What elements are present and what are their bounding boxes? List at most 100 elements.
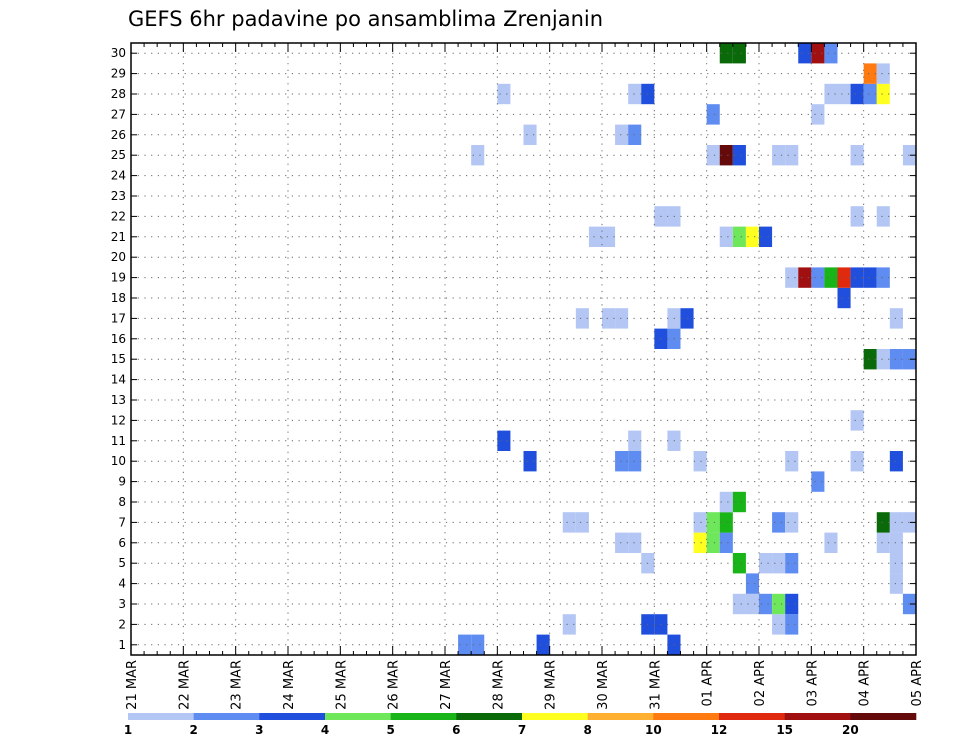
heatmap-cell [588,226,602,247]
heatmap-cell [745,593,759,615]
heatmap-cell [706,512,720,533]
heatmap-cell [837,83,851,105]
heatmap-cell [811,267,825,288]
heatmap-cell [575,308,589,329]
heatmap-cell [759,553,773,574]
y-tick-label: 26 [111,128,126,142]
heatmap-cell [628,83,642,105]
y-tick-label: 27 [111,107,126,121]
x-tick-label: 27 MAR [439,660,454,710]
heatmap-cell [863,63,877,84]
heatmap-cell [889,532,903,553]
heatmap-cell [680,308,694,329]
heatmap-cell [785,553,799,574]
y-tick-label: 14 [111,373,126,387]
colorbar-label: 2 [189,723,197,737]
heatmap-cell [615,532,629,553]
x-tick-label: 22 MAR [177,660,192,710]
heatmap-cell [811,104,825,125]
x-tick-label: 26 MAR [387,660,402,710]
y-tick-label: 9 [118,475,126,489]
heatmap-cell [719,43,733,64]
colorbar-segment [587,713,654,720]
y-tick-label: 1 [118,638,126,652]
chart-title: GEFS 6hr padavine po ansamblima Zrenjani… [128,7,603,31]
x-tick-label: 23 MAR [230,660,245,710]
heatmap-cell [876,63,890,84]
heatmap-cell [536,634,550,655]
y-tick-label: 23 [111,189,126,203]
heatmap-cell [523,124,537,145]
heatmap-cell [798,267,812,288]
y-tick-label: 13 [111,393,126,407]
heatmap-cell [732,593,746,615]
colorbar-segment [850,713,917,720]
heatmap-cell [811,471,825,492]
heatmap-cell [772,593,786,615]
heatmap-cell [471,145,485,166]
heatmap-cell [732,491,746,513]
heatmap-cell [824,532,838,553]
heatmap-cell [837,287,851,309]
heatmap-cell [615,124,629,145]
heatmap-cell [876,267,890,288]
y-tick-label: 2 [118,617,126,631]
heatmap-cell [863,267,877,288]
colorbar-segment [390,713,457,720]
colorbar-segment [719,713,785,720]
heatmap-cell [798,43,812,64]
heatmap-cell [497,430,511,451]
heatmap-cell [837,267,851,288]
y-tick-label: 18 [111,291,126,305]
heatmap-cell [785,593,799,615]
colorbar-label: 5 [386,723,394,737]
heatmap-cell [785,512,799,533]
y-tick-label: 19 [111,271,126,285]
heatmap-cell [902,593,916,615]
heatmap-cell [811,43,825,64]
colorbar-segment [193,713,260,720]
heatmap-cell [772,553,786,574]
colorbar-label: 8 [583,723,591,737]
heatmap-cell [863,349,877,370]
colorbar-segment [456,713,523,720]
heatmap-cell [850,410,864,431]
y-tick-label: 25 [111,148,126,162]
heatmap-cell [745,573,759,594]
heatmap-cell [850,451,864,472]
colorbar-segment [522,713,588,720]
y-tick-label: 11 [111,434,126,448]
y-tick-label: 30 [111,46,126,60]
heatmap-cell [889,308,903,329]
y-tick-label: 24 [111,169,126,183]
heatmap-cell [785,145,799,166]
heatmap-cell [876,206,890,227]
heatmap-cell [562,614,576,635]
heatmap-cell [602,308,616,329]
heatmap-cell [628,124,642,145]
y-tick-label: 8 [118,495,126,509]
heatmap-cell [902,145,916,166]
y-tick-label: 7 [118,515,126,529]
y-tick-label: 3 [118,597,126,611]
y-tick-label: 28 [111,87,126,101]
colorbar-label: 3 [255,723,263,737]
heatmap-cell [759,226,773,247]
heatmap-cell [876,532,890,553]
heatmap-cell [693,532,707,553]
y-tick-label: 5 [118,556,126,570]
heatmap-cell [628,451,642,472]
colorbar-segment [653,713,720,720]
y-tick-label: 6 [118,536,126,550]
heatmap-cell [889,553,903,574]
colorbar-segment [128,713,194,720]
x-tick-label: 31 MAR [648,660,663,710]
heatmap-cell [458,634,472,655]
heatmap-cell [850,206,864,227]
heatmap-cell [523,451,537,472]
x-tick-label: 25 MAR [334,660,349,710]
x-tick-label: 02 APR [753,660,768,706]
heatmap-cell [876,349,890,370]
colorbar-label: 1 [124,723,132,737]
